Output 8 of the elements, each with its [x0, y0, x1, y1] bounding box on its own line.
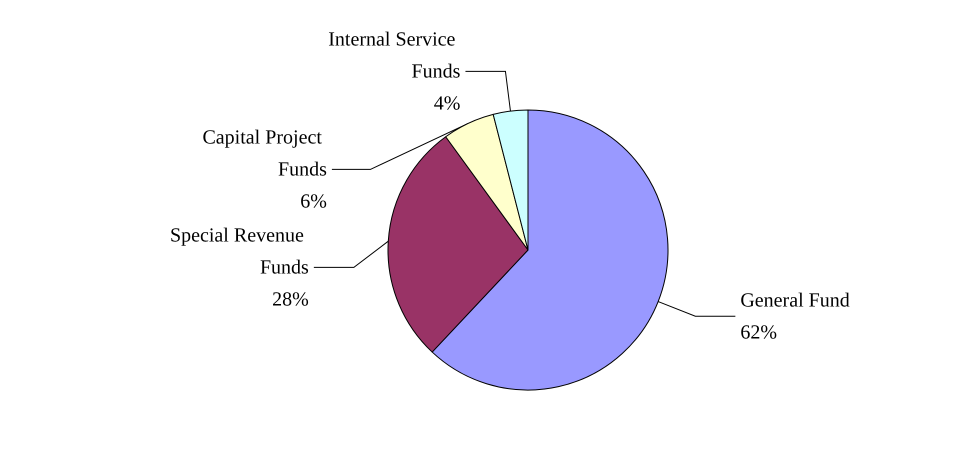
- slice-label: Special Revenue Funds: [170, 224, 310, 278]
- data-label: 28%: [272, 288, 309, 310]
- data-label: 62%: [740, 321, 778, 344]
- slice-label: General Fund: [740, 289, 850, 312]
- data-label: 4%: [434, 92, 460, 114]
- data-label: 6%: [300, 190, 327, 212]
- slice-label: Capital Project Funds: [202, 126, 328, 180]
- slice-label: Internal Service Funds: [328, 28, 461, 82]
